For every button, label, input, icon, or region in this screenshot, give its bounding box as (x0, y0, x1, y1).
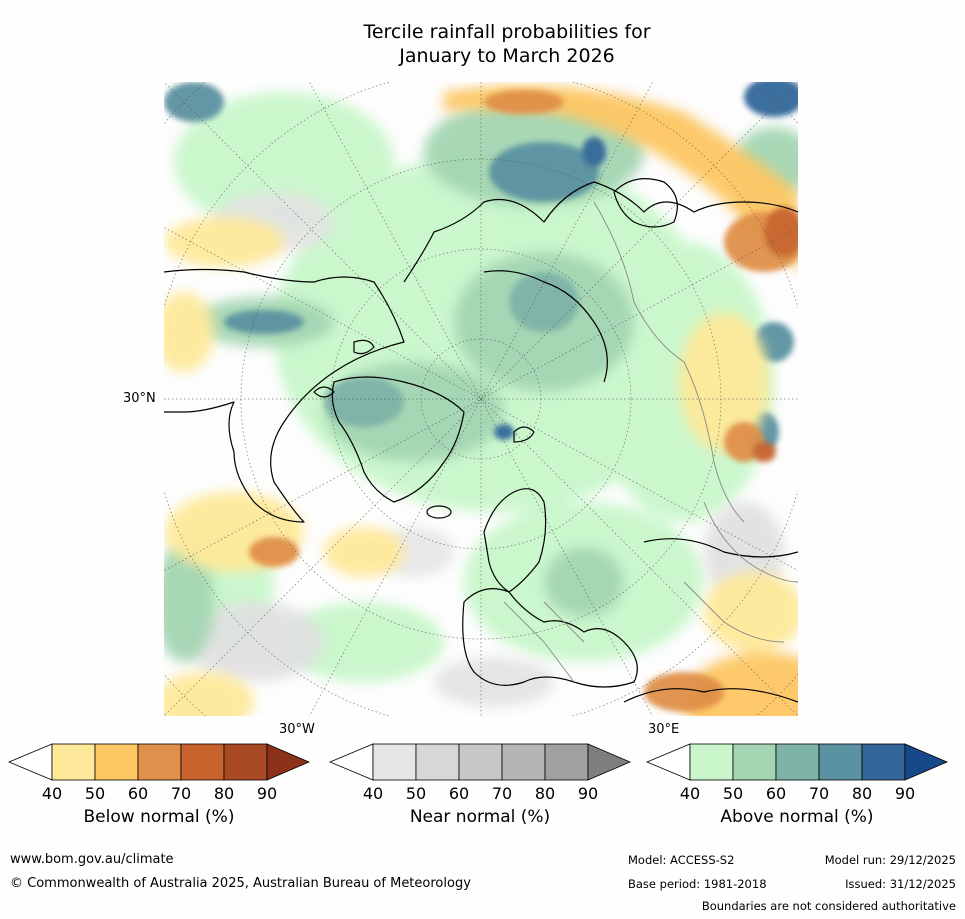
colorbar-above-normal-graphic (646, 743, 948, 781)
tick-label: 90 (894, 784, 916, 803)
tick-label: 80 (213, 784, 235, 803)
colorbar-extend-low (646, 743, 691, 781)
tick-label: 70 (491, 784, 513, 803)
tick-label: 50 (405, 784, 427, 803)
colorbar-extend-high (904, 743, 948, 781)
tick-label: 40 (41, 784, 63, 803)
issued-text: Issued: 31/12/2025 (845, 877, 956, 891)
longitude-label-30w: 30°W (279, 722, 315, 737)
tick-label: 40 (679, 784, 701, 803)
colorbar-cell (137, 743, 182, 781)
colorbar-cell (818, 743, 863, 781)
colorbar-cell (689, 743, 734, 781)
colorbar-near-normal-title: Near normal (%) (409, 807, 551, 827)
tick-label: 60 (127, 784, 149, 803)
tick-label: 90 (256, 784, 278, 803)
tick-label: 60 (765, 784, 787, 803)
longitude-label-30e: 30°E (648, 722, 680, 737)
tick-label: 40 (362, 784, 384, 803)
colorbar-cell (861, 743, 906, 781)
tick-label: 80 (534, 784, 556, 803)
title-line-1: Tercile rainfall probabilities for (363, 21, 651, 43)
colorbar-near-normal-graphic (329, 743, 631, 781)
colorbar-cell (775, 743, 820, 781)
colorbar-below-normal-graphic (8, 743, 310, 781)
map-graphic (164, 82, 798, 716)
model-run-text: Model run: 29/12/2025 (824, 853, 956, 867)
copyright-text: © Commonwealth of Australia 2025, Austra… (10, 876, 471, 891)
tick-label: 70 (808, 784, 830, 803)
disclaimer-text: Boundaries are not considered authoritat… (701, 899, 956, 913)
rainfall-probability-map (164, 82, 798, 716)
model-text: Model: ACCESS-S2 (628, 853, 735, 867)
title-line-2: January to March 2026 (399, 45, 615, 67)
colorbar-cell (94, 743, 139, 781)
colorbar-extend-low (8, 743, 53, 781)
colorbar-cell (458, 743, 503, 781)
colorbar-above-normal-title: Above normal (%) (720, 807, 874, 827)
colorbar-extend-high (266, 743, 310, 781)
website-link[interactable]: www.bom.gov.au/climate (10, 852, 174, 867)
colorbar-extend-high (587, 743, 631, 781)
colorbar-extend-low (329, 743, 374, 781)
tick-label: 50 (84, 784, 106, 803)
latitude-label-30n: 30°N (123, 391, 156, 406)
colorbar-cell (501, 743, 546, 781)
colorbar-cell (51, 743, 96, 781)
colorbar-cell (415, 743, 460, 781)
colorbar-cell (544, 743, 589, 781)
tick-label: 70 (170, 784, 192, 803)
base-period-text: Base period: 1981-2018 (628, 877, 767, 891)
colorbar-cell (732, 743, 777, 781)
colorbar-cell (223, 743, 268, 781)
colorbar-below-normal-title: Below normal (%) (83, 807, 235, 827)
tick-label: 90 (577, 784, 599, 803)
colorbar-cell (372, 743, 417, 781)
tick-label: 50 (722, 784, 744, 803)
tick-label: 60 (448, 784, 470, 803)
colorbar-cell (180, 743, 225, 781)
map-title: Tercile rainfall probabilities for Janua… (0, 20, 965, 68)
tick-label: 80 (851, 784, 873, 803)
